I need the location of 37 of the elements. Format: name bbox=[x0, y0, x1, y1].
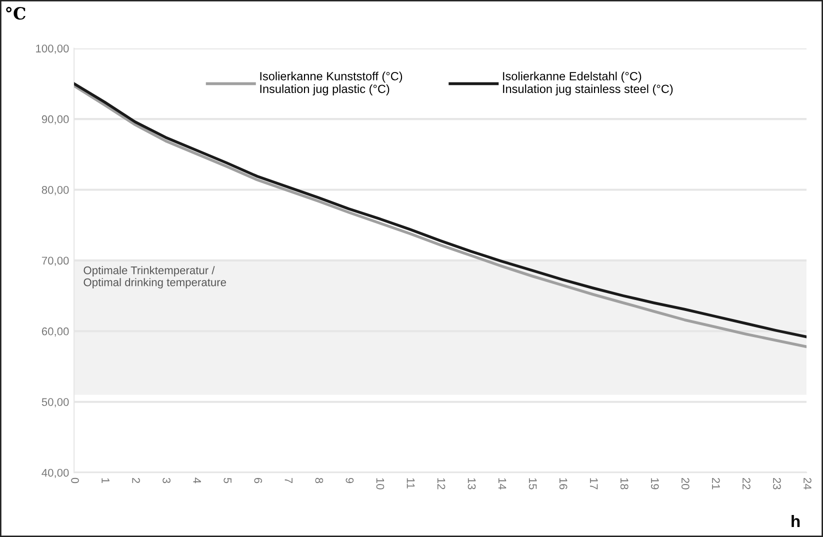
y-tick-label: 100,00 bbox=[36, 44, 69, 54]
x-tick-label: 12 bbox=[437, 478, 446, 490]
x-tick-label: 24 bbox=[804, 478, 812, 490]
x-tick-label: 6 bbox=[254, 478, 262, 484]
x-tick-label: 7 bbox=[284, 478, 292, 484]
y-tick-label: 40,00 bbox=[42, 468, 69, 478]
x-tick-label: 19 bbox=[650, 478, 659, 490]
x-tick-label: 11 bbox=[406, 478, 415, 488]
legend-label: Isolierkanne Edelstahl (°C) Insulation jug stainless steel (°C) bbox=[503, 72, 673, 96]
x-tick-label: 20 bbox=[681, 478, 690, 490]
x-tick-label: 21 bbox=[712, 478, 720, 490]
x-tick-label: 9 bbox=[346, 478, 354, 484]
x-tick-label: 2 bbox=[132, 478, 140, 484]
x-tick-label: 16 bbox=[559, 478, 568, 490]
y-tick-label: 50,00 bbox=[42, 398, 69, 408]
y-tick-label: 80,00 bbox=[42, 186, 69, 196]
legend-label: Isolierkanne Kunststoff (°C) Insulation jug plastic (°C) bbox=[260, 72, 402, 96]
y-axis-title: °C bbox=[6, 6, 26, 20]
x-tick-label: 15 bbox=[528, 478, 537, 490]
x-tick-label: 22 bbox=[742, 478, 750, 490]
x-tick-label: 0 bbox=[71, 478, 79, 484]
x-tick-label: 5 bbox=[224, 478, 232, 484]
y-tick-label: 70,00 bbox=[42, 256, 69, 266]
y-tick-label: 60,00 bbox=[42, 327, 69, 337]
x-tick-label: 8 bbox=[315, 478, 324, 484]
x-tick-label: 10 bbox=[376, 478, 384, 490]
y-tick-label: 90,00 bbox=[42, 115, 69, 124]
x-tick-label: 3 bbox=[162, 478, 171, 484]
x-tick-label: 14 bbox=[498, 478, 506, 490]
x-tick-label: 23 bbox=[773, 478, 781, 490]
x-tick-label: 4 bbox=[193, 478, 201, 484]
x-tick-label: 13 bbox=[468, 478, 476, 490]
x-tick-label: 1 bbox=[102, 478, 110, 484]
band-label: Optimale Trinktemperatur / Optimal drinking temperature bbox=[84, 266, 226, 288]
x-tick-label: 17 bbox=[590, 478, 598, 490]
x-axis-title: h bbox=[792, 514, 800, 528]
x-tick-label: 18 bbox=[620, 478, 628, 490]
